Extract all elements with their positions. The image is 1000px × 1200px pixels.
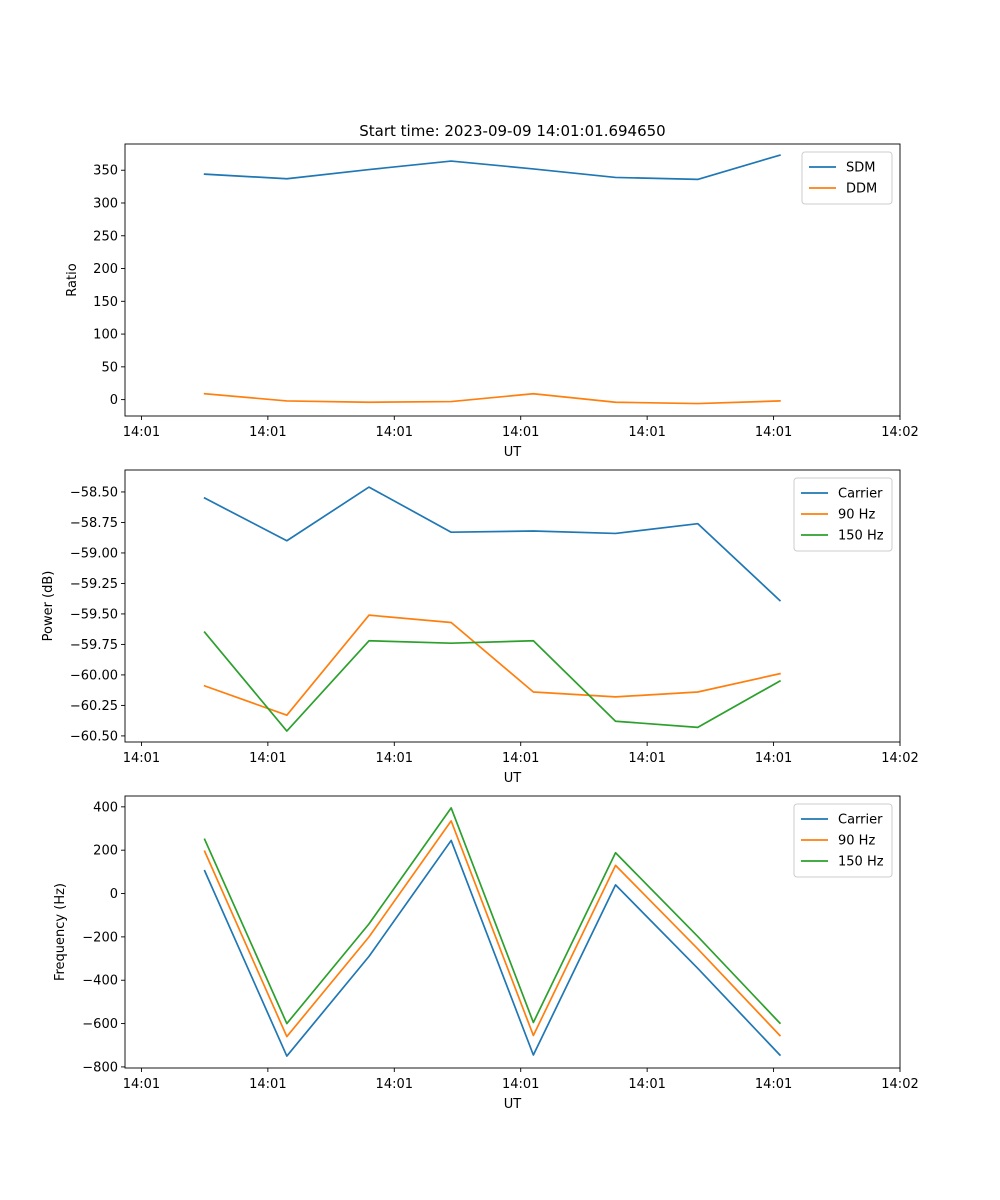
y-tick-label: 300 (93, 196, 118, 211)
y-tick-label: 0 (110, 887, 118, 902)
subplot-3: 14:01 14:01 14:01 14:01 14:01 14:01 14:02 UT −80… (53, 795, 919, 1112)
y-tick-label: −200 (82, 930, 118, 945)
series-line-150-hz (203, 807, 782, 1025)
x-axis-label: UT (504, 445, 522, 460)
y-tick-label: 400 (93, 800, 118, 815)
series-line-150-hz (203, 631, 782, 732)
x-tick-label: 14:02 (881, 1077, 918, 1092)
x-tick-label: 14:01 (502, 1077, 539, 1092)
y-tick-label: −60.50 (70, 729, 118, 744)
y-axis-label: Frequency (Hz) (53, 883, 68, 981)
y-tick-label: −800 (82, 1060, 118, 1075)
y-axis-label: Power (dB) (41, 571, 56, 642)
legend-frame (793, 477, 893, 552)
series-line-carrier (203, 839, 782, 1057)
y-tick-label: −400 (82, 974, 118, 989)
y-tick-label: 200 (93, 262, 118, 277)
legend-frame (801, 151, 893, 205)
y-axis-label: Ratio (65, 263, 80, 296)
series-line-90-hz (203, 614, 781, 717)
y-tick-label: 250 (93, 229, 118, 244)
x-tick-label: 14:01 (628, 751, 665, 766)
y-tick-label: 200 (93, 844, 118, 859)
x-tick-label: 14:01 (123, 1077, 160, 1092)
x-tick-label: 14:01 (249, 1077, 286, 1092)
axes-frame (124, 795, 901, 1069)
series-line-90-hz (203, 820, 782, 1038)
x-tick-label: 14:01 (249, 751, 286, 766)
legend-label: 150 Hz (838, 529, 884, 544)
legend-label: DDM (846, 182, 877, 197)
subplot-2: 14:01 14:01 14:01 14:01 14:01 14:01 14:02 UT −60… (41, 469, 919, 786)
legend-label: Carrier (838, 487, 883, 502)
x-tick-label: 14:01 (628, 1077, 665, 1092)
legend-label: 90 Hz (838, 834, 875, 849)
axes-frame (124, 143, 901, 417)
legend: SDM DDM (801, 151, 893, 205)
y-tick-label: 0 (110, 393, 118, 408)
y-tick-label: −59.75 (70, 638, 118, 653)
figure-title: Start time: 2023-09-09 14:01:01.694650 (359, 122, 665, 140)
legend-label: SDM (846, 161, 875, 176)
x-tick-label: 14:01 (376, 425, 413, 440)
legend-frame (793, 803, 893, 878)
x-tick-label: 14:01 (502, 751, 539, 766)
x-tick-label: 14:02 (881, 425, 918, 440)
series-line-carrier (203, 486, 782, 602)
x-tick-label: 14:01 (755, 425, 792, 440)
y-tick-label: −600 (82, 1017, 118, 1032)
x-tick-label: 14:01 (502, 425, 539, 440)
x-tick-label: 14:01 (376, 751, 413, 766)
plots-group: 14:01 14:01 14:01 14:01 14:01 14:01 14:02 UT 0 50… (41, 143, 919, 1112)
legend: Carrier 90 Hz 150 Hz (793, 803, 893, 878)
y-tick-label: −58.75 (70, 516, 118, 531)
x-tick-label: 14:01 (628, 425, 665, 440)
x-tick-label: 14:02 (881, 751, 918, 766)
x-tick-label: 14:01 (376, 1077, 413, 1092)
x-axis-label: UT (504, 771, 522, 786)
x-tick-label: 14:01 (123, 425, 160, 440)
series-line-sdm (203, 154, 781, 181)
y-tick-label: −59.00 (70, 546, 118, 561)
x-tick-label: 14:01 (123, 751, 160, 766)
x-tick-label: 14:01 (755, 751, 792, 766)
legend-label: 90 Hz (838, 508, 875, 523)
y-tick-label: −59.50 (70, 607, 118, 622)
legend-label: 150 Hz (838, 855, 884, 870)
y-tick-label: 50 (101, 360, 118, 375)
subplot-1: 14:01 14:01 14:01 14:01 14:01 14:01 14:02 UT 0 50… (65, 143, 919, 460)
x-axis-label: UT (504, 1097, 522, 1112)
legend-label: Carrier (838, 813, 883, 828)
y-tick-label: −58.50 (70, 485, 118, 500)
series-line-ddm (203, 392, 781, 405)
x-tick-label: 14:01 (249, 425, 286, 440)
y-tick-label: 100 (93, 328, 118, 343)
y-tick-label: −59.25 (70, 577, 118, 592)
y-tick-label: 150 (93, 295, 118, 310)
y-tick-label: 350 (93, 164, 118, 179)
axes-frame (124, 469, 901, 743)
y-tick-label: −60.00 (70, 668, 118, 683)
legend: Carrier 90 Hz 150 Hz (793, 477, 893, 552)
x-tick-label: 14:01 (755, 1077, 792, 1092)
y-tick-label: −60.25 (70, 699, 118, 714)
